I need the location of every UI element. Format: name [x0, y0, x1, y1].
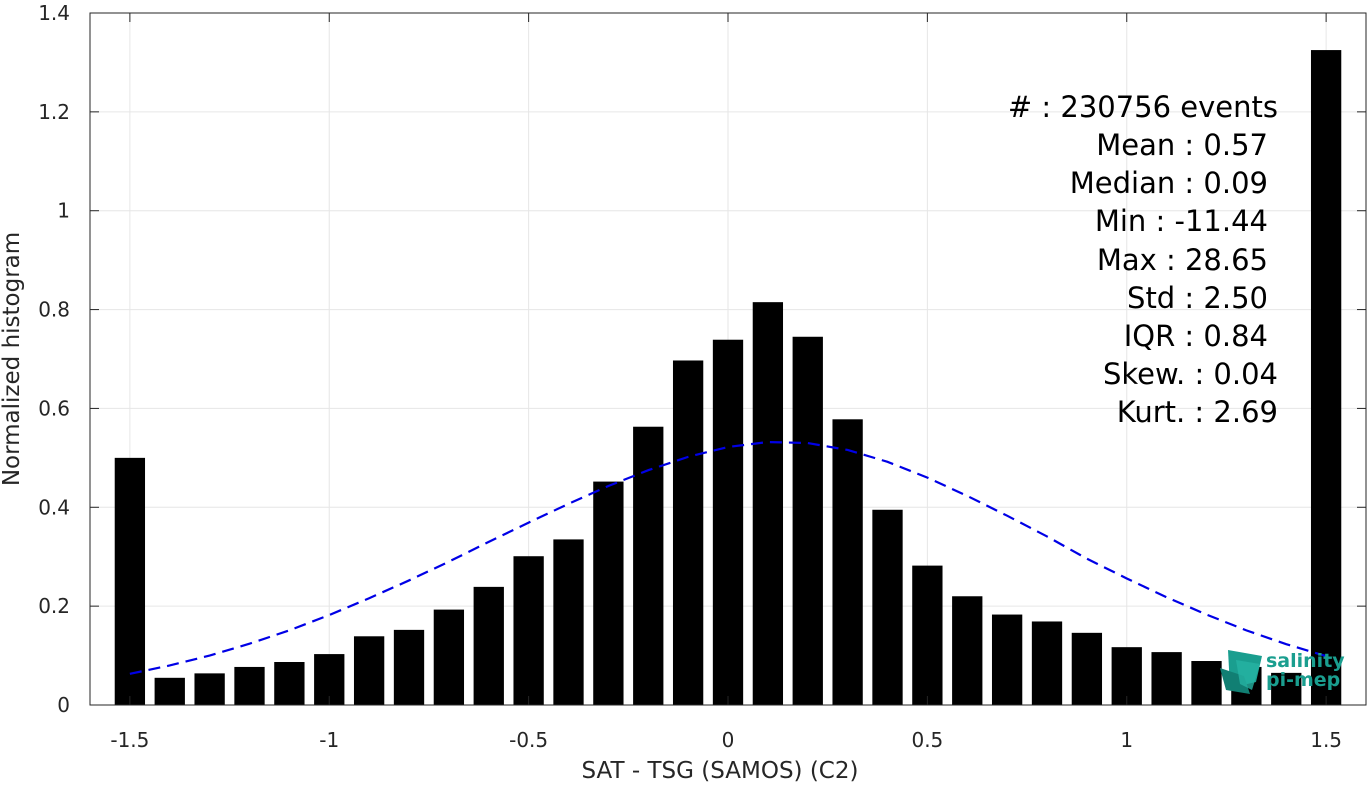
y-tick-label: 0.6 [38, 396, 70, 420]
histogram-bar [633, 426, 664, 705]
histogram-bar [353, 636, 385, 705]
stats-events: # : 230756 events [1008, 90, 1278, 124]
logo-line2: pi-mep [1266, 669, 1340, 691]
x-tick-label: -0.5 [509, 728, 548, 752]
y-tick-label: 0.2 [38, 594, 70, 618]
stats-mean: Mean : 0.57 [1096, 128, 1268, 162]
histogram-bar [194, 673, 225, 705]
histogram-bar [114, 457, 146, 705]
histogram-bar [832, 419, 863, 705]
histogram-bar [1111, 647, 1142, 705]
stats-std: Std : 2.50 [1127, 281, 1268, 315]
histogram-bar [792, 336, 823, 705]
histogram-bar [712, 339, 744, 705]
stats-kurt: Kurt. : 2.69 [1117, 395, 1278, 429]
histogram-bar [952, 596, 983, 705]
stats-skew: Skew. : 0.04 [1103, 357, 1278, 391]
histogram-bar [1031, 621, 1063, 705]
stats-annotation: # : 230756 events Mean : 0.57 Median : 0… [1008, 90, 1278, 429]
histogram-bar [393, 629, 425, 705]
histogram-bar [1271, 672, 1302, 705]
x-axis-title: SAT - TSG (SAMOS) (C2) [582, 758, 859, 784]
fit-curve-line [129, 440, 1327, 675]
y-tick-label: 1 [57, 199, 70, 223]
histogram-bar [872, 509, 903, 705]
logo-shape-icon [1220, 650, 1262, 694]
stats-min: Min : -11.44 [1095, 204, 1268, 238]
histogram-bar [433, 609, 465, 705]
logo-line1: salinity [1266, 650, 1345, 672]
histogram-bar [513, 556, 544, 705]
stats-median: Median : 0.09 [1070, 166, 1268, 200]
histogram-bar [154, 677, 185, 705]
histogram-bar [1191, 661, 1222, 705]
axis-ticks: -1.5 -1 -0.5 0 0.5 1 1.5 0 0.2 0.4 0.6 0.8 1 1.2 1.4 [38, 1, 1366, 752]
x-tick-label: -1.5 [110, 728, 149, 752]
x-tick-label: -1 [319, 728, 339, 752]
histogram-bar [473, 586, 504, 705]
histogram-bar [752, 302, 784, 705]
y-tick-label: 1.4 [38, 1, 70, 25]
histogram-bar [672, 360, 704, 705]
histogram-bar [1151, 652, 1182, 705]
x-tick-label: 0 [722, 728, 735, 752]
fit-curve-layer [129, 440, 1327, 675]
histogram-bar [912, 565, 943, 705]
x-tick-label: 0.5 [911, 728, 943, 752]
x-tick-label: 1 [1120, 728, 1133, 752]
salinity-pimep-logo: salinity pi-mep [1220, 650, 1345, 694]
y-tick-label: 0.4 [38, 495, 70, 519]
y-tick-label: 1.2 [38, 100, 70, 124]
histogram-bar [593, 481, 624, 705]
y-tick-label: 0.8 [38, 298, 70, 322]
histogram-bar [1071, 632, 1103, 705]
histogram-bar [234, 666, 265, 705]
stats-iqr: IQR : 0.84 [1124, 319, 1268, 353]
histogram-bar [1310, 50, 1342, 705]
histogram-bar [991, 614, 1023, 705]
histogram-bar [553, 539, 584, 705]
x-tick-label: 1.5 [1310, 728, 1342, 752]
y-axis-title: Normalized histogram [0, 232, 25, 486]
histogram-bars [114, 50, 1342, 705]
y-tick-label: 0 [57, 693, 70, 717]
histogram-bar [274, 662, 305, 705]
stats-max: Max : 28.65 [1097, 243, 1268, 277]
